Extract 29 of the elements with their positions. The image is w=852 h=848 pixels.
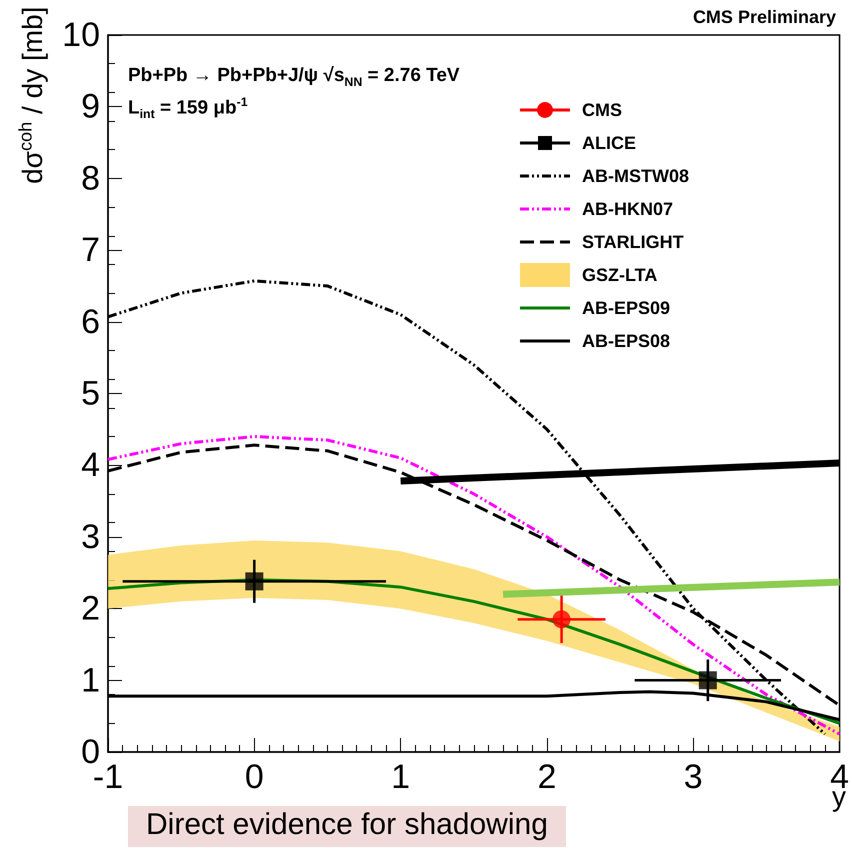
- x-tick-label: 3: [684, 758, 703, 796]
- legend-label: STARLIGHT: [582, 232, 684, 252]
- y-tick-label: 5: [81, 374, 100, 412]
- legend-label: AB-HKN07: [582, 199, 674, 219]
- point: [245, 572, 264, 590]
- point: [698, 671, 717, 690]
- y-tick-label: 1: [81, 661, 100, 700]
- legend-label: GSZ-LTA: [582, 265, 658, 285]
- point: [552, 610, 571, 628]
- x-tick-label: 1: [391, 758, 410, 796]
- legend-label: CMS: [582, 100, 622, 120]
- legend-label: AB-EPS08: [582, 331, 670, 351]
- x-tick-label: 2: [537, 758, 556, 796]
- y-tick-label: 9: [81, 88, 100, 126]
- legend-label: AB-EPS09: [582, 298, 670, 318]
- x-tick-label: 0: [244, 758, 264, 796]
- annotation: L$_{int}$ = 159 μb$^{-1}$: [128, 95, 248, 122]
- y-tick-label: 6: [81, 302, 100, 341]
- legend-label: ALICE: [582, 133, 636, 153]
- legend-label: AB-MSTW08: [582, 166, 689, 186]
- y-tick-label: 8: [81, 159, 100, 198]
- text: Direct evidence for shadowing: [128, 806, 566, 847]
- text: CMS Preliminary: [692, 7, 836, 28]
- annotation: Pb+Pb → Pb+Pb+J/ψ √s$_{NN}$ = 2.76 TeV: [128, 65, 460, 90]
- y-tick-label: 7: [81, 231, 100, 270]
- y-tick-label: 10: [62, 16, 100, 54]
- y-tick-label: 3: [81, 518, 100, 556]
- y-tick-label: 4: [81, 446, 100, 484]
- y-tick-label: 2: [81, 590, 100, 628]
